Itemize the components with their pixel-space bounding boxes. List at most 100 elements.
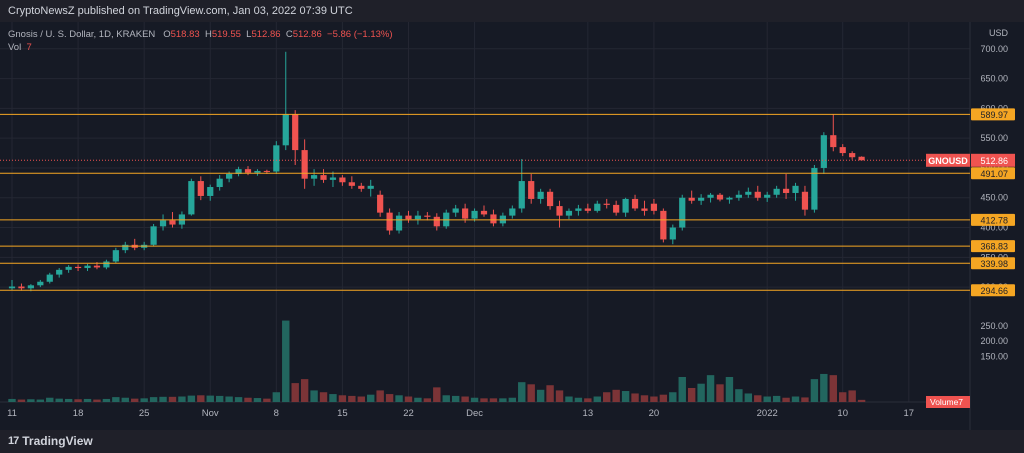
volume-bar — [404, 396, 413, 402]
candle-body — [830, 135, 837, 148]
candle-body — [216, 178, 223, 188]
volume-bar — [159, 396, 167, 402]
candlestick-chart[interactable]: USD300.00350.00400.00450.00500.00550.006… — [0, 22, 1024, 430]
candle-body — [707, 194, 714, 198]
volume-bar — [93, 399, 101, 402]
volume-bar — [423, 398, 432, 402]
candle-body — [46, 274, 53, 282]
candle-body — [565, 210, 573, 216]
candle-body — [613, 204, 620, 213]
volume-bar — [772, 395, 781, 402]
candle-body — [650, 203, 658, 211]
volume-bar — [121, 397, 129, 402]
volume-bar — [433, 387, 441, 402]
candle-body — [405, 215, 412, 220]
price-tick-label: 700.00 — [980, 44, 1008, 54]
volume-bar — [442, 395, 450, 402]
high-value: 519.55 — [211, 29, 241, 40]
volume-bar — [55, 398, 63, 402]
candle-body — [773, 188, 780, 195]
candle-body — [414, 215, 422, 220]
candle-body — [688, 197, 695, 201]
candle-body — [556, 206, 563, 216]
volume-bar — [754, 395, 762, 402]
candle-body — [858, 156, 865, 161]
volume-bar — [168, 396, 177, 402]
volume-bar — [64, 398, 73, 402]
volume-bar — [612, 389, 620, 402]
volume-bar — [234, 397, 243, 402]
level-price-label: 339.98 — [980, 259, 1008, 269]
candle-body — [801, 191, 809, 210]
volume-bar — [253, 398, 262, 402]
candle-body — [93, 265, 101, 268]
candle-body — [433, 216, 440, 227]
volume-bar — [480, 398, 488, 402]
candle-body — [537, 191, 544, 199]
volume-bar — [451, 395, 460, 402]
volume-bar — [857, 399, 866, 402]
volume-bar — [565, 396, 573, 402]
candle-body — [575, 208, 582, 211]
candle-body — [820, 135, 827, 168]
volume-bar — [310, 390, 318, 402]
current-price-tag-bg — [971, 153, 1015, 167]
candle-body — [735, 194, 742, 198]
candle-body — [679, 197, 686, 228]
candle-body — [263, 170, 270, 172]
volume-bar — [367, 394, 375, 402]
candle-body — [197, 181, 204, 196]
candle-body — [282, 114, 289, 146]
time-tick-label: 13 — [583, 408, 594, 419]
price-tick-label: 400.00 — [980, 223, 1008, 233]
change-value: −5.86 (−1.13%) — [327, 29, 393, 40]
volume-bar — [357, 396, 365, 402]
volume-bar — [46, 397, 54, 402]
candle-body — [103, 261, 110, 268]
candle-body — [27, 285, 34, 289]
candle-body — [698, 197, 705, 201]
volume-bar — [621, 391, 630, 402]
tradingview-logo[interactable]: 17 TradingView — [8, 434, 93, 448]
volume-bar — [527, 384, 535, 402]
volume-bar — [461, 396, 469, 402]
volume-bar — [385, 394, 394, 402]
candle-body — [726, 197, 733, 200]
low-label: L — [246, 29, 252, 40]
volume-bar — [187, 395, 196, 402]
volume-legend-label: Vol — [8, 42, 22, 53]
time-tick-label: 15 — [337, 408, 348, 419]
volume-tick-label: 150.00 — [980, 351, 1008, 361]
candle-body — [395, 215, 403, 231]
volume-bar — [839, 392, 847, 402]
chart-area[interactable]: Gnosis / U. S. Dollar, 1D, KRAKEN O518.8… — [0, 22, 1024, 430]
volume-bar — [669, 392, 677, 402]
volume-bar — [820, 373, 828, 402]
volume-bar — [263, 398, 271, 402]
volume-bar — [763, 396, 771, 402]
volume-bar — [414, 397, 422, 402]
candle-body — [754, 191, 761, 198]
candle-body — [622, 198, 629, 213]
footer-bar: 17 TradingView — [0, 430, 1024, 453]
time-tick-label: Nov — [202, 408, 219, 419]
volume-bar — [8, 398, 16, 402]
candle-body — [310, 175, 318, 179]
time-tick-label: 20 — [649, 408, 660, 419]
volume-bar — [574, 397, 583, 402]
volume-bar — [27, 399, 35, 402]
candle-body — [641, 208, 648, 211]
volume-legend-value: 7 — [26, 42, 32, 53]
time-tick-label: 8 — [274, 408, 279, 419]
volume-bar — [603, 392, 611, 402]
volume-bar — [489, 398, 498, 402]
current-price-label: 512.86 — [980, 156, 1008, 166]
volume-bar — [536, 389, 545, 402]
volume-bar — [291, 383, 299, 402]
symbol-tag-bg — [926, 153, 970, 167]
time-tick-label: 10 — [837, 408, 848, 419]
candle-body — [584, 208, 591, 211]
price-tick-label: 650.00 — [980, 74, 1008, 84]
level-price-tag — [971, 257, 1015, 270]
candle-body — [18, 286, 25, 289]
